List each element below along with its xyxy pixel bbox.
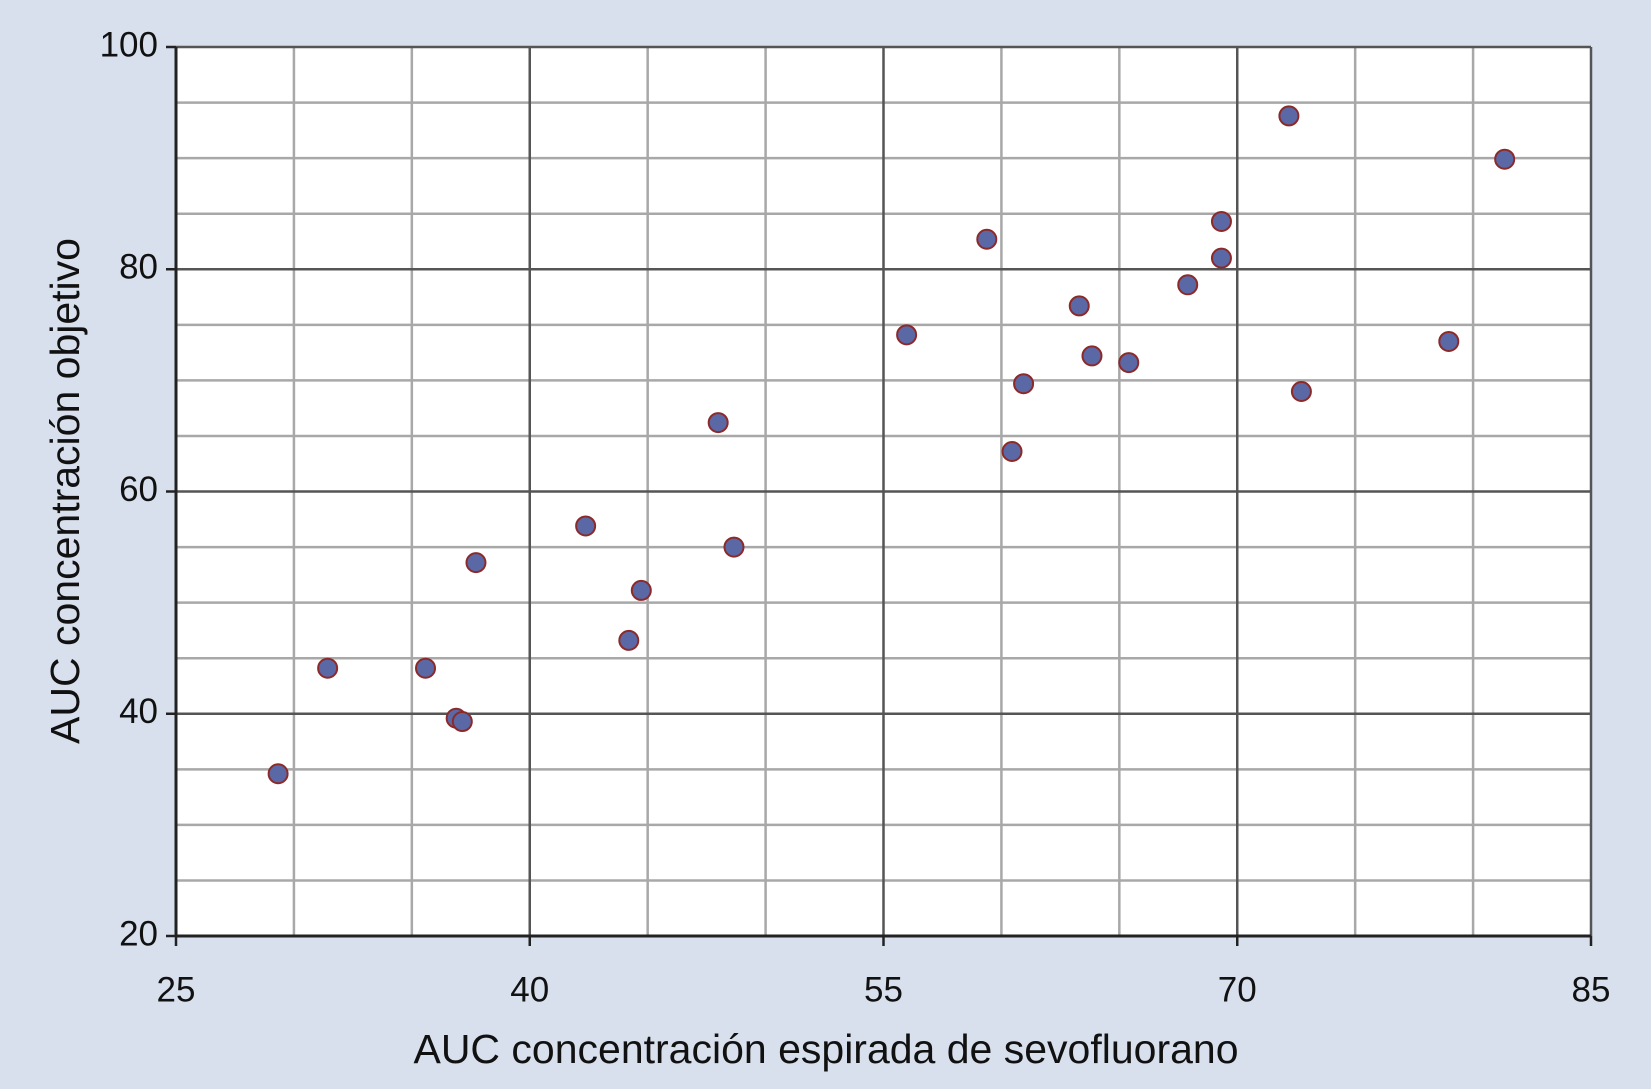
- scatter-point: [1177, 274, 1199, 296]
- scatter-point: [896, 324, 918, 346]
- scatter-point: [1001, 440, 1023, 462]
- y-tick-label: 40: [119, 692, 158, 731]
- scatter-point: [630, 579, 652, 601]
- scatter-point: [1118, 352, 1140, 374]
- scatter-point: [1210, 210, 1232, 232]
- scatter-point: [1290, 380, 1312, 402]
- x-tick-label: 25: [157, 970, 196, 1009]
- x-tick-label: 70: [1218, 970, 1257, 1009]
- scatter-point: [465, 552, 487, 574]
- scatter-point: [317, 657, 339, 679]
- y-tick-label: 60: [119, 470, 158, 509]
- scatter-point: [451, 711, 473, 733]
- scatter-point: [415, 657, 437, 679]
- scatter-point: [1013, 373, 1035, 395]
- scatter-point: [575, 515, 597, 537]
- y-tick-label: 20: [119, 914, 158, 953]
- y-axis-title: AUC concentración objetivo: [42, 238, 88, 744]
- x-axis-title: AUC concentración espirada de sevofluora…: [413, 1026, 1238, 1072]
- scatter-point: [1278, 105, 1300, 127]
- scatter-point: [267, 763, 289, 785]
- scatter-point: [1210, 247, 1232, 269]
- scatter-point: [723, 536, 745, 558]
- scatter-point: [1494, 148, 1516, 170]
- x-tick-label: 55: [864, 970, 903, 1009]
- scatter-point: [618, 629, 640, 651]
- scatter-point: [1438, 330, 1460, 352]
- scatter-point: [976, 228, 998, 250]
- y-tick-label: 80: [119, 248, 158, 287]
- y-tick-label: 100: [100, 25, 158, 64]
- x-tick-label: 85: [1572, 970, 1611, 1009]
- scatter-point: [707, 412, 729, 434]
- scatter-point: [1081, 345, 1103, 367]
- scatter-point: [1068, 295, 1090, 317]
- x-tick-label: 40: [510, 970, 549, 1009]
